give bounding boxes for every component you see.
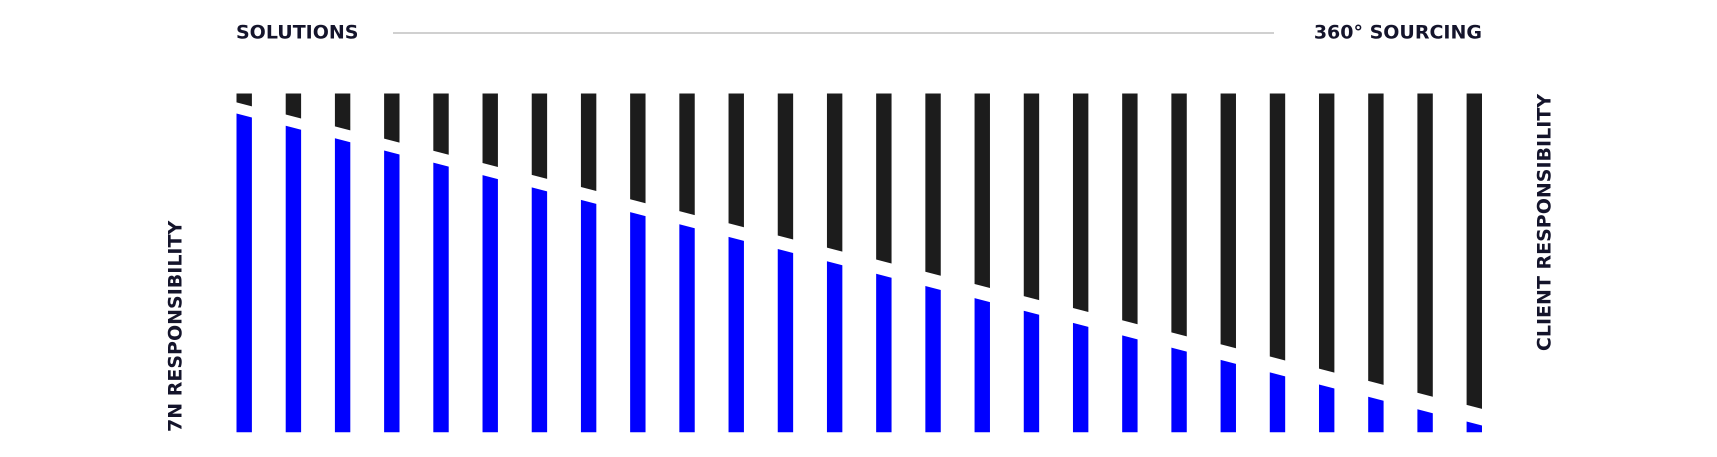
bar [1368,396,1384,433]
bar [384,150,400,433]
bar [1122,335,1138,433]
bar [1466,421,1482,433]
bar [876,273,892,433]
bar [1269,93,1286,361]
bar [1072,93,1089,312]
series-label: CLIENT RESPONSIBILITY [1534,94,1556,351]
series-label: 7N RESPONSIBILITY [165,221,187,432]
bar [580,199,597,433]
bar [433,93,449,155]
bar [285,125,302,433]
bar [1072,322,1089,433]
bar [531,187,548,433]
bar [679,224,695,433]
bar [777,249,794,433]
bar [1220,359,1236,433]
bar [974,298,990,433]
bar [777,93,794,240]
bar [482,93,498,167]
bar [334,138,351,433]
bar [826,93,843,252]
bar [1220,93,1236,349]
bar [1171,347,1187,433]
bar [433,162,449,433]
x-end-label: 360° SOURCING [1314,22,1482,44]
bar [1417,93,1433,397]
bar [1023,93,1040,301]
bar [1417,409,1433,433]
bar [482,175,498,433]
bar [236,93,252,107]
bar [285,93,302,119]
bar [1023,310,1040,433]
bar [334,93,351,131]
bar [1318,384,1335,433]
bar [925,93,941,276]
bar [1269,372,1286,433]
bar [580,93,597,192]
bar [630,212,646,433]
bar [728,236,744,433]
bar [826,261,843,433]
bar [1318,93,1335,373]
bar [1171,93,1187,337]
bar [728,93,744,228]
bar [1466,93,1482,409]
bar [679,93,695,216]
bar [1122,93,1138,325]
bar [974,93,990,288]
bar [630,93,646,204]
bar [876,93,892,264]
bar [925,285,941,433]
x-start-label: SOLUTIONS [236,22,358,44]
bar [531,93,548,179]
bar [384,93,400,143]
bar [1368,93,1384,385]
bar [236,113,252,433]
